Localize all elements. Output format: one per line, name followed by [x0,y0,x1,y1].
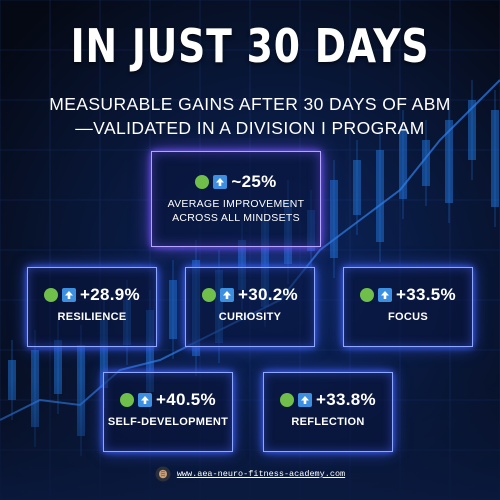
metric-label: RESILIENCE [57,311,127,323]
summary-label-line-2: ACROSS ALL MINDSETS [172,212,300,224]
up-arrow-icon [138,393,153,407]
background-candle [238,240,246,290]
metric-card-reflection: +33.8% REFLECTION [263,372,393,452]
up-arrow-icon [378,288,393,302]
metric-card-curiosity: +30.2% CURIOSITY [185,267,315,347]
up-arrow-icon [62,288,77,302]
metric-label: FOCUS [388,311,428,323]
background-candle [491,110,499,207]
background-candle [261,220,269,307]
metric-card-self-development: +40.5% SELF-DEVELOPMENT [103,372,233,452]
green-circle-icon [360,288,375,302]
summary-label: AVERAGE IMPROVEMENT ACROSS ALL MINDSETS [152,197,320,225]
summary-label-line-1: AVERAGE IMPROVEMENT [167,198,305,210]
footer-website-link[interactable]: www.aea-neuro-fitness-academy.com [176,469,346,479]
footer: www.aea-neuro-fitness-academy.com [0,466,500,482]
subtitle-line-2: —VALIDATED IN A DIVISION I PROGRAM [75,118,425,138]
summary-value: ~25% [231,172,277,191]
metric-value: +30.2% [238,285,298,304]
background-candle [100,320,108,388]
background-candle [445,120,453,203]
metric-value: +33.5% [396,285,456,304]
background-candle [169,280,177,339]
green-circle-icon [202,288,217,302]
metric-value-row: +40.5% [104,390,232,410]
metric-card-focus: +33.5% FOCUS [343,267,473,347]
metric-value: +33.8% [316,390,376,409]
up-arrow-icon [213,175,228,189]
background-candle [376,150,384,242]
metric-value: +40.5% [156,390,216,409]
brain-logo-icon [155,466,171,482]
background-candle [146,310,154,392]
metric-card-resilience: +28.9% RESILIENCE [27,267,157,347]
summary-value-row: ~25% [152,172,320,192]
background-candle [353,160,361,215]
subtitle: MEASURABLE GAINS AFTER 30 DAYS OF ABM —V… [0,92,500,140]
metric-value-row: +33.5% [344,285,472,305]
background-candle [399,130,407,199]
summary-card: ~25% AVERAGE IMPROVEMENT ACROSS ALL MIND… [151,151,321,247]
background-candle [468,100,476,160]
background-candle [54,340,62,394]
green-circle-icon [120,393,135,407]
green-circle-icon [44,288,59,302]
metric-label: CURIOSITY [218,311,282,323]
metric-value-row: +33.8% [264,390,392,410]
metric-value: +28.9% [80,285,140,304]
background-candle [422,140,430,186]
metric-value-row: +30.2% [186,285,314,305]
up-arrow-icon [298,393,313,407]
up-arrow-icon [220,288,235,302]
metric-label: REFLECTION [291,416,365,428]
green-circle-icon [280,393,295,407]
background-candle [330,180,338,258]
subtitle-line-1: MEASURABLE GAINS AFTER 30 DAYS OF ABM [49,94,451,114]
green-circle-icon [195,175,210,189]
metric-label: SELF-DEVELOPMENT [107,416,229,428]
metric-value-row: +28.9% [28,285,156,305]
headline: IN JUST 30 DAYS [70,19,430,73]
